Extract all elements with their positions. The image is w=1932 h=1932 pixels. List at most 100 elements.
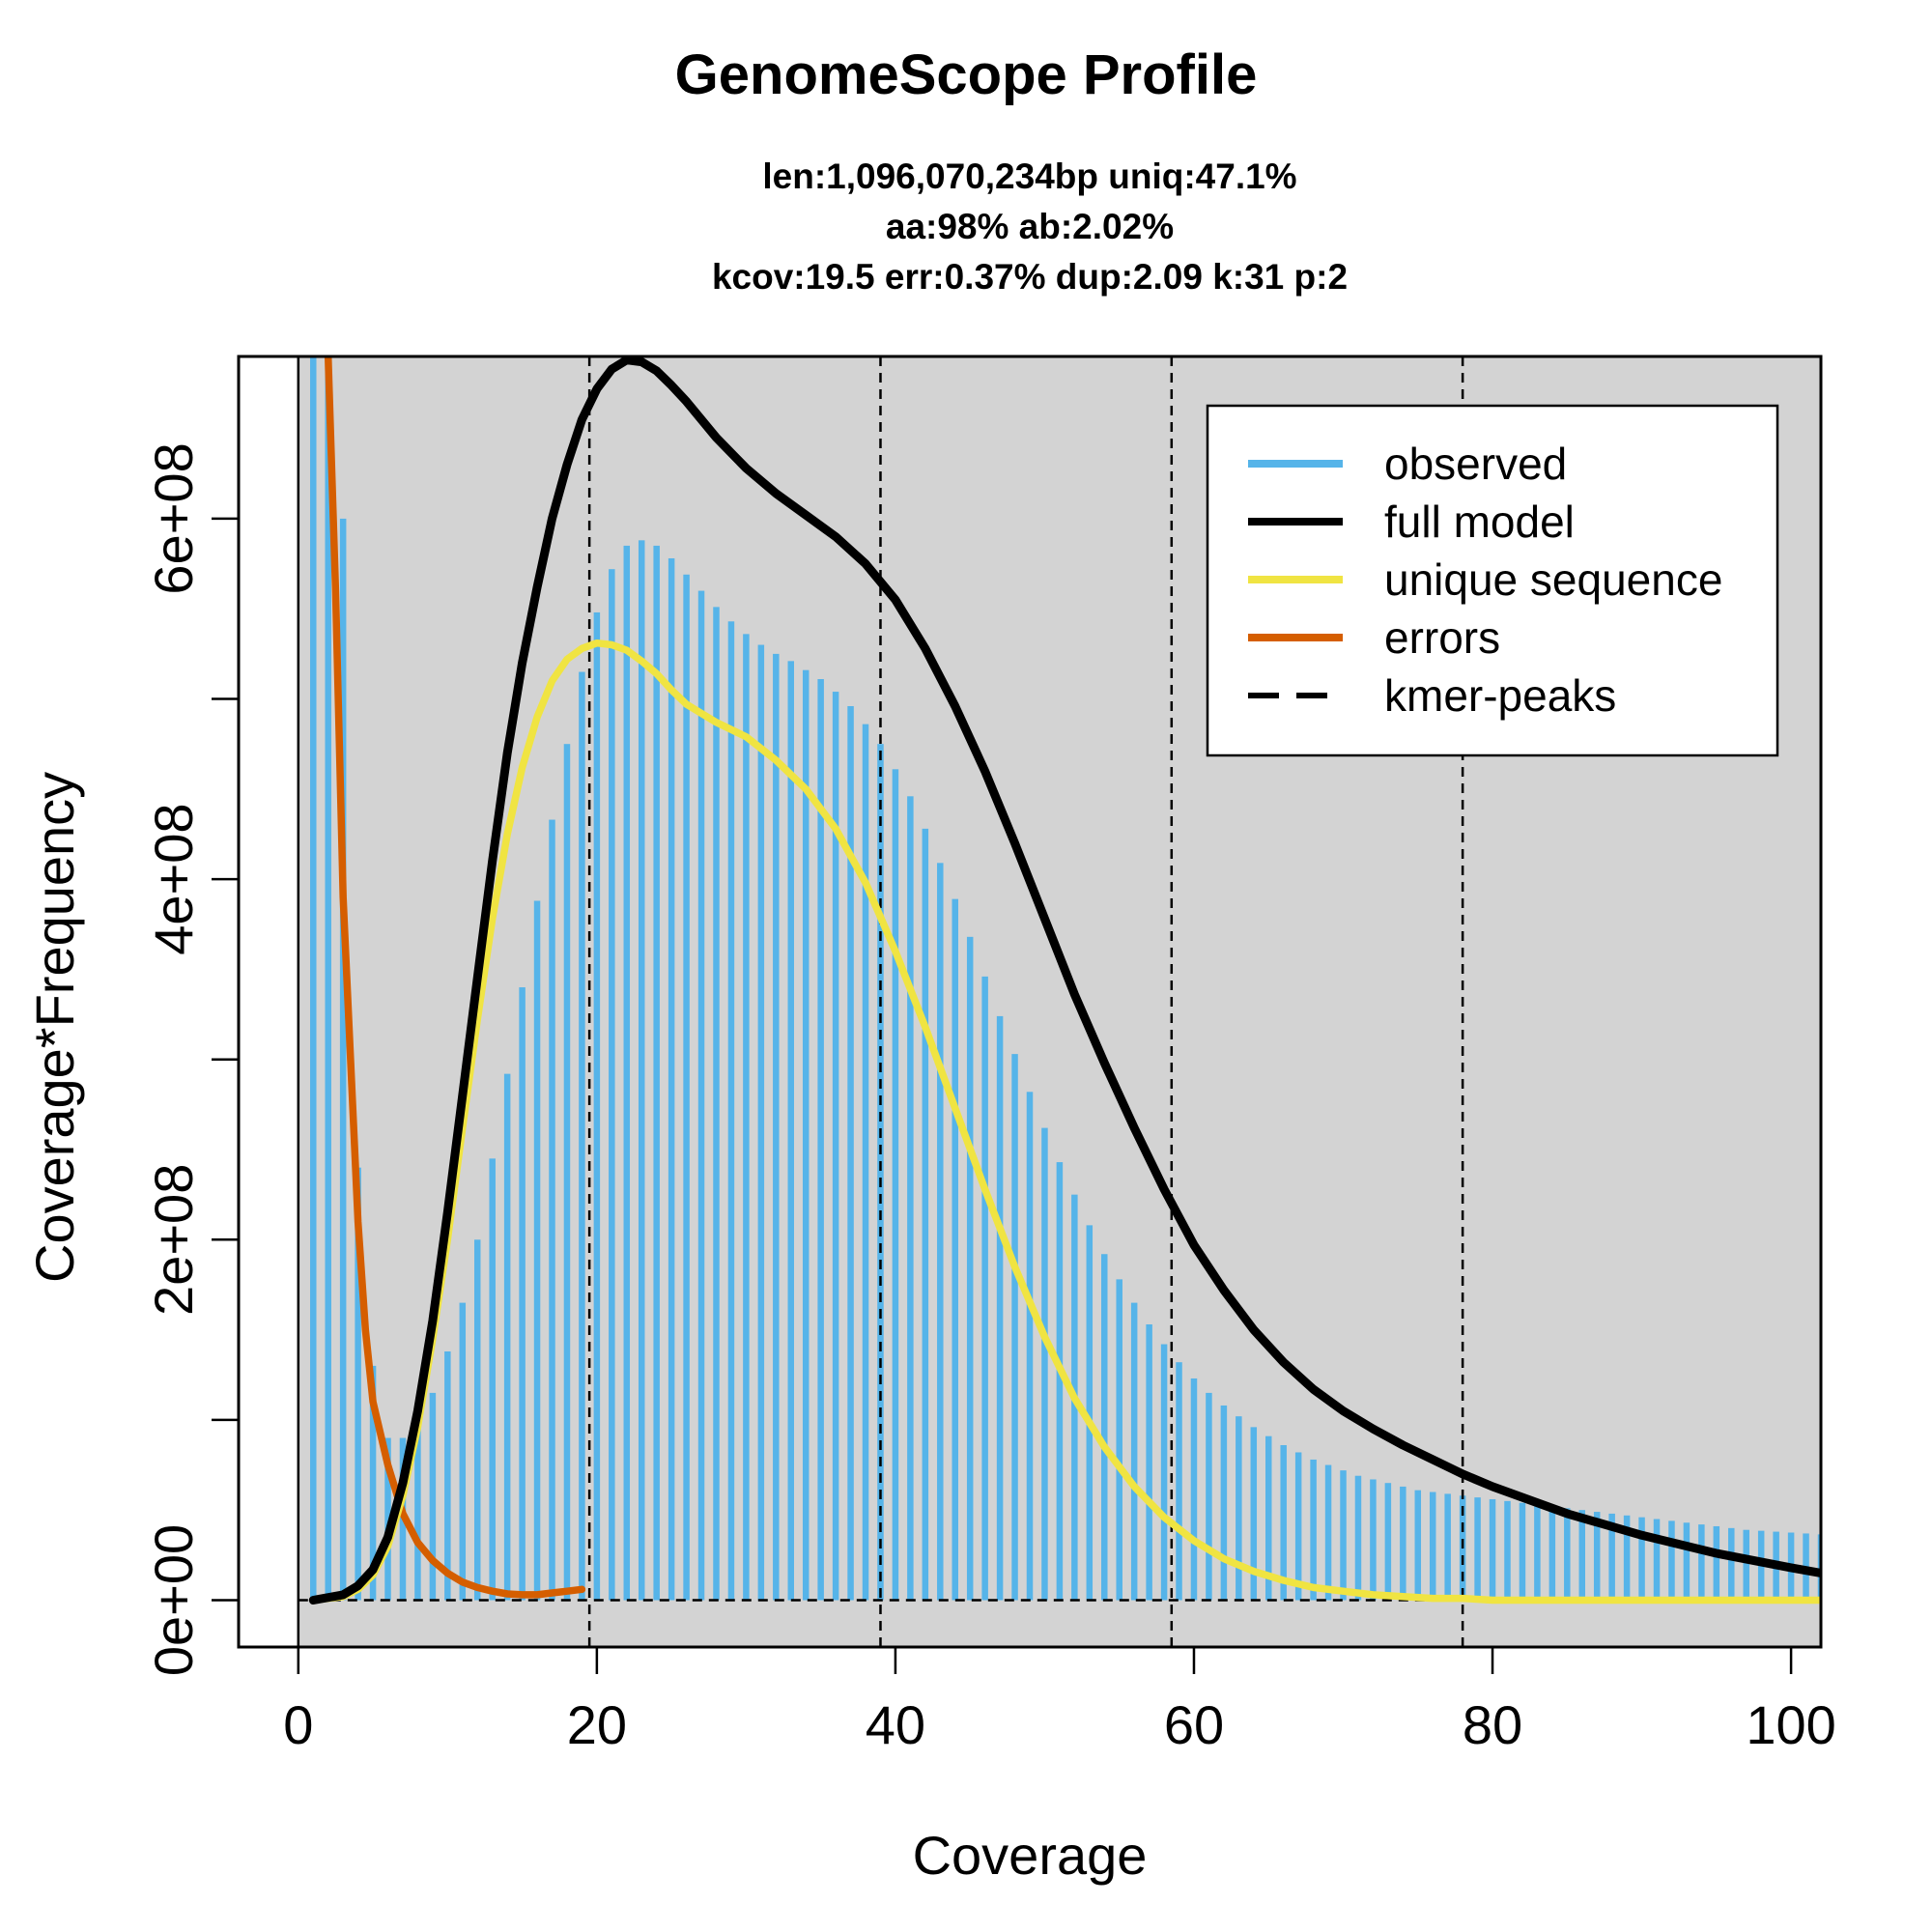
observed-bar [339,518,347,1601]
observed-bar [668,557,675,1601]
y-tick-label: 4e+08 [143,803,204,954]
observed-bar [1519,1502,1526,1601]
observed-bar [325,356,331,1601]
y-tick-label: 6e+08 [143,442,204,594]
x-tick-label: 20 [567,1694,627,1755]
observed-bar [653,545,660,1601]
observed-bar [1429,1492,1436,1601]
observed-bar [533,900,541,1601]
observed-bar [623,545,631,1601]
observed-bar [1728,1527,1735,1601]
observed-bar [1026,1092,1034,1601]
observed-bar [1578,1510,1585,1601]
observed-bar [609,569,615,1601]
observed-bar [1220,1405,1228,1601]
observed-bar [1086,1225,1094,1601]
observed-bar [310,356,317,1601]
subtitle-line-3: kcov:19.5 err:0.37% dup:2.09 k:31 p:2 [711,257,1349,297]
observed-bar [1206,1392,1212,1601]
observed-bar [1713,1525,1720,1601]
observed-bar [1101,1254,1108,1601]
observed-bar [1265,1435,1272,1601]
observed-bar [802,669,810,1601]
observed-bar [459,1302,467,1601]
x-tick-label: 60 [1164,1694,1224,1755]
observed-bar [1116,1279,1122,1601]
observed-bar [1176,1362,1182,1601]
y-axis-label: Coverage*Frequency [24,771,85,1283]
observed-bar [579,671,585,1601]
observed-bar [892,769,899,1601]
observed-bar [981,976,988,1601]
x-axis-label: Coverage [912,1825,1148,1886]
observed-bar [1474,1497,1481,1601]
observed-bar [817,679,824,1601]
observed-bar [1056,1162,1064,1601]
subtitle-line-1: len:1,096,070,234bp uniq:47.1% [762,156,1297,196]
observed-bar [743,634,750,1601]
observed-bar [1250,1427,1258,1601]
observed-bar [907,796,914,1601]
observed-bar [444,1350,451,1601]
y-tick-label: 0e+00 [143,1524,204,1676]
observed-bar [1384,1483,1392,1601]
observed-bar [1698,1524,1705,1601]
observed-bar [429,1392,437,1601]
legend-label: kmer-peaks [1384,670,1616,721]
legend-label: errors [1384,612,1500,663]
observed-bar [1668,1520,1675,1601]
observed-bar [1683,1522,1690,1601]
observed-bar [1310,1459,1317,1601]
observed-bar [414,1429,421,1601]
unique-sequence-line [309,639,1821,1605]
errors-line [324,356,586,1599]
observed-bar [1041,1127,1048,1601]
observed-bar [683,574,690,1601]
observed-bar [1548,1506,1556,1601]
observed-bar [697,590,705,1601]
observed-bar [877,744,884,1601]
x-tick-label: 100 [1746,1694,1835,1755]
observed-bar [1370,1479,1377,1601]
observed-bar [563,744,571,1601]
observed-bar [1340,1470,1347,1601]
observed-bar [489,1158,496,1601]
y-axis: 0e+00 2e+08 4e+08 6e+08 [143,442,241,1676]
legend-label: full model [1384,497,1575,547]
chart-title: GenomeScope Profile [674,43,1258,106]
observed-bar [1608,1513,1615,1601]
observed-bar [966,936,974,1601]
observed-bar [1011,1054,1018,1601]
observed-bar [862,724,869,1601]
observed-bar [1146,1324,1152,1601]
observed-bar [996,1015,1004,1601]
legend-label: unique sequence [1384,554,1722,605]
observed-bar [1593,1512,1601,1601]
observed-bar [1280,1445,1287,1601]
observed-bar [922,828,929,1601]
observed-bar [549,819,555,1601]
observed-bar [727,621,735,1601]
observed-bar [1504,1500,1511,1601]
observed-bar [1564,1508,1571,1601]
observed-bar [519,987,526,1601]
observed-bar [1130,1302,1138,1601]
observed-bar [638,540,645,1601]
x-tick-label: 40 [866,1694,925,1755]
observed-bar [503,1073,511,1601]
observed-bar [474,1239,481,1601]
observed-bar [1324,1464,1332,1601]
subtitle-line-2: aa:98% ab:2.02% [885,207,1175,246]
observed-bar [593,611,601,1601]
observed-bar [369,1365,377,1601]
observed-bar [384,1437,391,1601]
observed-bar [355,1167,361,1601]
x-tick-label: 0 [283,1694,313,1755]
observed-bar [1294,1452,1302,1601]
model-lines [308,356,1821,1605]
observed-bar [773,653,780,1601]
x-axis: 0 20 40 60 80 100 [283,1645,1836,1755]
observed-bar [787,661,794,1601]
observed-bar [832,692,839,1601]
